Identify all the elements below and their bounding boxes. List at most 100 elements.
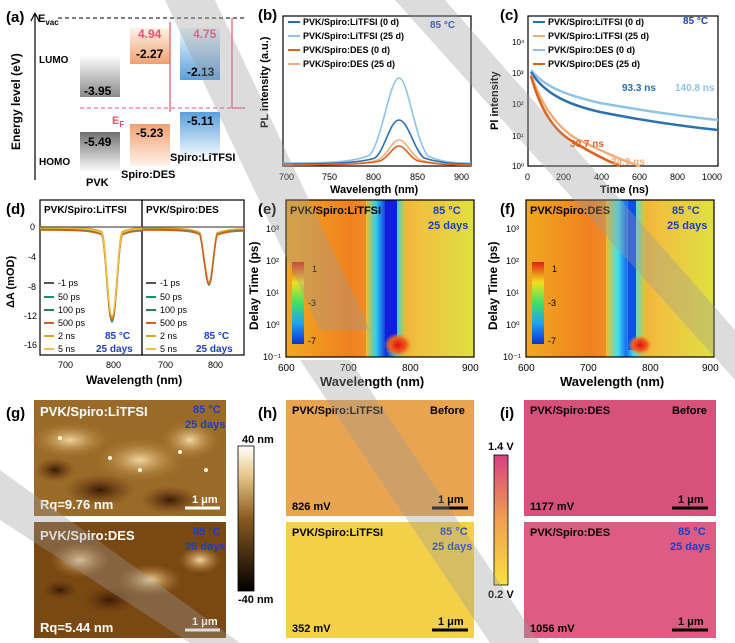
panel-f-ylabel: Delay Time (ps) <box>486 242 500 330</box>
panel-d-ytick-3: -12 <box>24 311 37 321</box>
des-homo-bar <box>130 124 170 166</box>
afm-cbar-top: 40 nm <box>242 434 274 446</box>
tas-right-500ps <box>141 229 245 285</box>
panel-e-xtick-2: 800 <box>402 363 419 374</box>
afm-top-pit-1 <box>65 474 135 506</box>
panel-e-label: (e) <box>258 201 276 218</box>
panel-f-ytick-2: 10¹ <box>506 288 519 298</box>
homo-label: HOMO <box>39 157 70 168</box>
afm-top-title: PVK/Spiro:LiTFSI <box>40 404 148 419</box>
tas-left-2ns <box>39 226 143 319</box>
kpfm-h-top-scale: 1 μm <box>438 494 464 506</box>
litfsi-lumo-bar <box>180 28 220 80</box>
panel-c-xlabel: Time (ns) <box>600 184 649 196</box>
panel-e-days: 25 days <box>428 220 468 232</box>
afm-bottom-pit-2 <box>42 580 78 600</box>
lifetime-des-0d: 140.8 ns <box>675 83 715 94</box>
lifetime-des-25d: 30.7 ns <box>570 139 604 150</box>
pvk-lumo-bar <box>80 55 120 97</box>
panel-a-ylabel: Energy level (eV) <box>9 53 23 150</box>
panel-e-frame <box>285 199 475 358</box>
panel-e-temp: 85 °C <box>433 205 461 217</box>
panel-h: (h) PVK/Spiro:LiTFSI Before 826 mV 1 μm … <box>258 400 514 638</box>
panel-e-cbar-1: -3 <box>308 298 316 308</box>
afm-top-dot-4 <box>108 456 112 460</box>
panel-d-legend-0: -1 ps <box>58 278 79 288</box>
afm-bottom-pit-1 <box>82 586 138 614</box>
panel-f-cbar-2: -7 <box>548 336 556 346</box>
panel-b-ylabel: PL intensity (a.u.) <box>259 36 271 128</box>
panel-a: (a) Energy level (eV) Evac LUMO HOMO -3.… <box>6 9 245 189</box>
panel-d-legend-r-5: 5 ns <box>160 344 178 354</box>
pl-curve-litfsi-25d <box>282 77 472 164</box>
kpfm-h-top-image <box>286 400 474 516</box>
panel-f-xtick-2: 800 <box>642 363 659 374</box>
panel-e-ytick-4: 10⁻¹ <box>263 352 281 362</box>
afm-top-grain-3 <box>160 420 220 460</box>
afm-bottom-grain-3 <box>178 546 222 574</box>
panel-b-xtick-0: 700 <box>279 172 294 182</box>
panel-f-xtick-1: 700 <box>580 363 597 374</box>
panel-c-ylabel: Pl intensity <box>489 70 501 130</box>
panel-d-right-days: 25 days <box>196 344 233 355</box>
panel-e-ylabel: Delay Time (ps) <box>247 242 261 330</box>
panel-d-legend-r-0: -1 ps <box>160 278 181 288</box>
panel-h-label: (h) <box>258 405 277 422</box>
watermark-stripe-2 <box>395 0 735 380</box>
panel-g: (g) PVK/Spiro:LiTFSI 85 °C 25 days Rq=9.… <box>6 400 274 638</box>
panel-c-ytick-1: 10¹ <box>512 132 524 141</box>
afm-bottom-temp: 85 °C <box>193 526 221 538</box>
panel-e-ytick-2: 10¹ <box>266 288 279 298</box>
panel-i: (i) PVK/Spiro:DES Before 1177 mV 1 μm PV… <box>500 400 716 638</box>
kpfm-i-bottom-image <box>524 522 716 638</box>
afm-top-rq: Rq=9.76 nm <box>40 497 113 512</box>
kpfm-colorbar <box>493 454 509 586</box>
panel-d-legend-r-3: 500 ps <box>160 318 188 328</box>
panel-d-ytick-0: 0 <box>30 222 35 232</box>
kpfm-i-top-tag: Before <box>672 405 707 417</box>
panel-d-right-frame <box>141 199 245 356</box>
kpfm-h-top-title: PVK/Spiro:LiTFSI <box>292 405 383 417</box>
panel-d-legend-3: 500 ps <box>58 318 86 328</box>
pl-curve-des-0d <box>282 145 472 166</box>
panel-e-xtick-0: 600 <box>278 363 295 374</box>
pl-curve-litfsi-0d <box>282 119 472 165</box>
kpfm-h-bottom-temp: 85 °C <box>440 526 468 538</box>
afm-cbar-bottom: -40 nm <box>238 594 274 606</box>
pvk-name: PVK <box>86 177 109 189</box>
panel-d-ytick-4: -16 <box>24 340 37 350</box>
panel-e-xtick-3: 900 <box>462 363 479 374</box>
panel-d: (d) ΔA (mOD) Wavelength (nm) PVK/Spiro:L… <box>5 199 245 387</box>
litfsi-name: Spiro:LiTFSI <box>170 152 235 164</box>
kpfm-i-bottom-temp: 85 °C <box>678 526 706 538</box>
watermark-stripe-3 <box>0 470 240 643</box>
panel-d-xtick-left-0: 700 <box>58 360 73 370</box>
trpl-curve-litfsi-0d <box>529 71 719 132</box>
panel-c-temp: 85 °C <box>683 16 708 27</box>
panel-d-left-days: 25 days <box>96 344 133 355</box>
panel-c-legend-2: PVK/Spiro:DES (0 d) <box>548 45 635 55</box>
panel-b-xtick-3: 850 <box>410 172 425 182</box>
trpl-curve-litfsi-25d <box>529 74 641 168</box>
panel-f-ytick-3: 10⁰ <box>506 320 520 330</box>
kpfm-i-top-image <box>524 400 716 516</box>
litfsi-lumo-value: -2.13 <box>187 65 215 79</box>
panel-f-frame <box>525 199 715 358</box>
panel-e-colorbar <box>292 262 304 344</box>
kpfm-i-top-title: PVK/Spiro:DES <box>530 405 610 417</box>
kpfm-i-bottom-days: 25 days <box>670 541 710 553</box>
panel-f-xtick-0: 600 <box>518 363 535 374</box>
litfsi-homo-bar <box>180 112 220 156</box>
afm-top-temp: 85 °C <box>193 404 221 416</box>
panel-c-ytick-0: 10⁰ <box>512 162 524 171</box>
kpfm-h-bottom-days: 25 days <box>432 541 472 553</box>
panel-b-xlabel: Wavelength (nm) <box>330 184 419 196</box>
panel-d-left-title: PVK/Spiro:LiTFSI <box>44 205 127 216</box>
kpfm-h-top-tag: Before <box>430 405 465 417</box>
panel-c-ytick-3: 10³ <box>512 69 524 78</box>
panel-c-ytick-2: 10² <box>512 100 524 109</box>
panel-e-bleach-core <box>385 200 397 350</box>
panel-d-xtick-left-1: 800 <box>106 360 121 370</box>
afm-top-grain-2 <box>95 438 185 482</box>
